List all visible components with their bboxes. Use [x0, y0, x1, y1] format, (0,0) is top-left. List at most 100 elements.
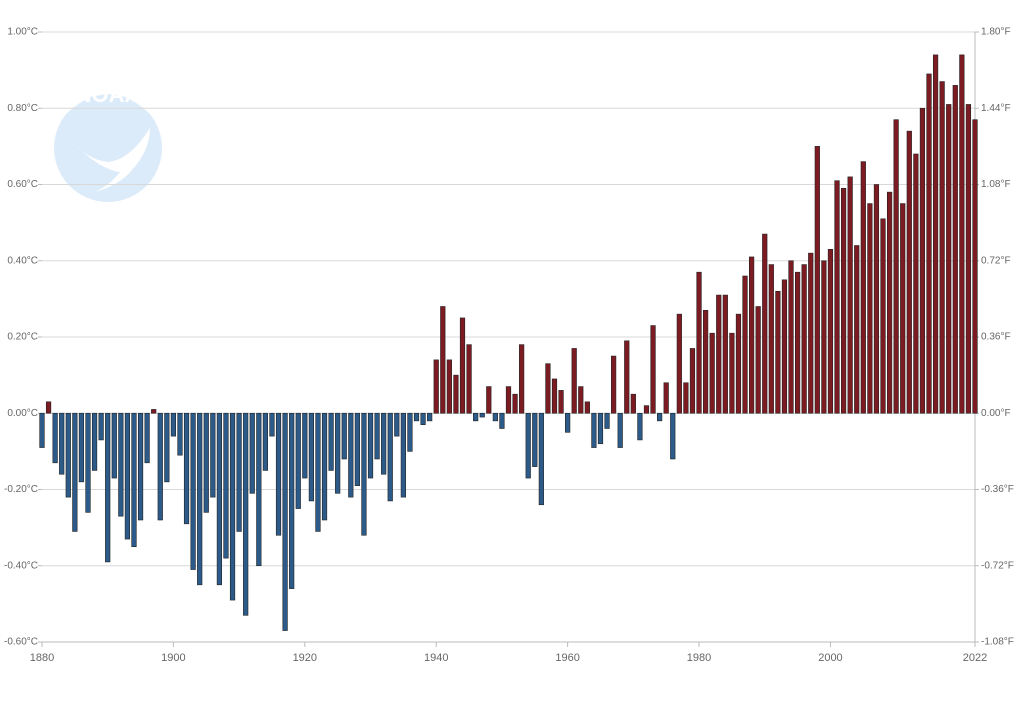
bar — [867, 203, 873, 414]
bar — [45, 401, 52, 414]
bar — [308, 412, 314, 502]
y-tick-label: -0.60°C — [4, 637, 38, 648]
bar — [295, 412, 301, 509]
x-tick-label: 1920 — [293, 652, 317, 664]
bar — [78, 412, 85, 483]
bar — [492, 412, 498, 422]
bar — [604, 412, 610, 429]
bar — [407, 412, 413, 452]
bar — [420, 412, 426, 425]
bar — [657, 412, 663, 422]
bar — [519, 344, 525, 414]
bar — [328, 412, 334, 471]
bar — [223, 412, 229, 559]
bar — [880, 218, 886, 414]
bar — [59, 412, 65, 475]
bar — [696, 271, 702, 414]
y2-tick-label: -1.08°F — [981, 637, 1014, 648]
y-tick-label: 0.20°C — [7, 332, 38, 343]
bar — [466, 344, 472, 414]
bar — [111, 412, 117, 479]
bar — [755, 306, 761, 414]
bar — [735, 313, 742, 414]
bar — [177, 412, 183, 456]
bar — [611, 355, 617, 414]
logo-circle — [54, 94, 162, 202]
bar — [946, 104, 952, 414]
bar — [775, 290, 781, 414]
x-tick-label: 1900 — [161, 652, 185, 664]
y-tick-label: -0.40°C — [4, 560, 38, 571]
bar — [315, 412, 321, 532]
bar — [952, 85, 958, 414]
bar — [545, 363, 551, 414]
y2-tick-label: 0.36°F — [981, 332, 1011, 343]
bar — [716, 294, 722, 414]
x-tick-label: 1940 — [424, 652, 448, 664]
bar — [269, 412, 275, 437]
y-tick-label: -0.20°C — [4, 484, 38, 495]
bar — [229, 412, 236, 601]
bar — [689, 348, 696, 414]
bar — [749, 256, 755, 414]
logo: NOAA — [54, 82, 162, 202]
bar — [394, 412, 400, 437]
bar — [873, 184, 880, 414]
logo-arc — [62, 94, 154, 118]
bar — [275, 412, 282, 536]
bar — [85, 412, 91, 513]
y2-tick-label: 0.72°F — [981, 255, 1011, 266]
bar — [650, 325, 656, 414]
bar — [479, 412, 485, 418]
bar — [827, 249, 834, 414]
x-tick-label: 1960 — [555, 652, 579, 664]
bar — [170, 412, 177, 437]
y2-tick-label: 1.08°F — [981, 179, 1011, 190]
bar — [302, 412, 308, 479]
bar — [203, 412, 209, 513]
bar — [630, 393, 636, 414]
bar — [676, 313, 682, 414]
bar — [413, 412, 420, 422]
bar — [801, 264, 807, 414]
bar — [446, 359, 452, 414]
bar — [972, 119, 978, 414]
bar — [703, 310, 709, 414]
bar — [768, 264, 774, 414]
bar — [558, 390, 564, 414]
bar — [893, 119, 899, 414]
bar — [637, 412, 643, 441]
bar — [151, 409, 157, 414]
bar — [190, 412, 196, 570]
bar — [512, 393, 518, 414]
bar — [919, 107, 926, 414]
x-tick-label: 1980 — [687, 652, 711, 664]
y-tick-label: 0.40°C — [7, 255, 38, 266]
bar — [459, 317, 466, 414]
bar — [683, 382, 689, 414]
y-tick-label: 0.60°C — [7, 179, 38, 190]
bar — [670, 412, 676, 460]
bar — [354, 412, 360, 486]
bar — [118, 412, 124, 517]
bar — [131, 412, 137, 547]
x-tick-label: 1880 — [30, 652, 54, 664]
bar — [124, 412, 131, 540]
bar — [387, 412, 393, 502]
y2-tick-label: 1.44°F — [981, 103, 1011, 114]
bar — [256, 412, 262, 567]
bar — [854, 245, 860, 414]
bar — [814, 146, 820, 414]
logo-text: NOAA — [76, 82, 141, 107]
bar — [105, 412, 111, 563]
bar — [249, 412, 255, 494]
bar — [39, 412, 45, 448]
bar — [926, 73, 932, 414]
y-tick-label: 1.00°C — [7, 27, 38, 38]
bar — [597, 412, 604, 445]
bar — [210, 412, 216, 498]
bar — [932, 54, 939, 414]
bar — [617, 412, 623, 448]
bar — [532, 412, 538, 467]
